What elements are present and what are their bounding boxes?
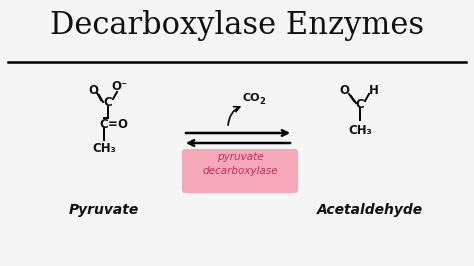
Text: O⁻: O⁻ <box>112 81 128 94</box>
Text: pyruvate
decarboxylase: pyruvate decarboxylase <box>202 152 278 176</box>
Text: C: C <box>356 98 365 110</box>
Text: O: O <box>88 84 98 97</box>
Text: H: H <box>369 84 379 97</box>
Text: C: C <box>100 118 109 131</box>
Text: 2: 2 <box>259 97 265 106</box>
Text: O: O <box>339 84 349 97</box>
FancyBboxPatch shape <box>182 149 298 193</box>
Text: Pyruvate: Pyruvate <box>69 203 139 217</box>
Text: CO: CO <box>243 93 261 103</box>
Text: O: O <box>117 118 127 131</box>
Text: Decarboxylase Enzymes: Decarboxylase Enzymes <box>50 10 424 41</box>
Text: C: C <box>104 95 112 109</box>
Text: CH₃: CH₃ <box>92 142 116 155</box>
Text: Acetaldehyde: Acetaldehyde <box>317 203 423 217</box>
Text: =: = <box>108 118 118 131</box>
Text: CH₃: CH₃ <box>348 123 372 136</box>
